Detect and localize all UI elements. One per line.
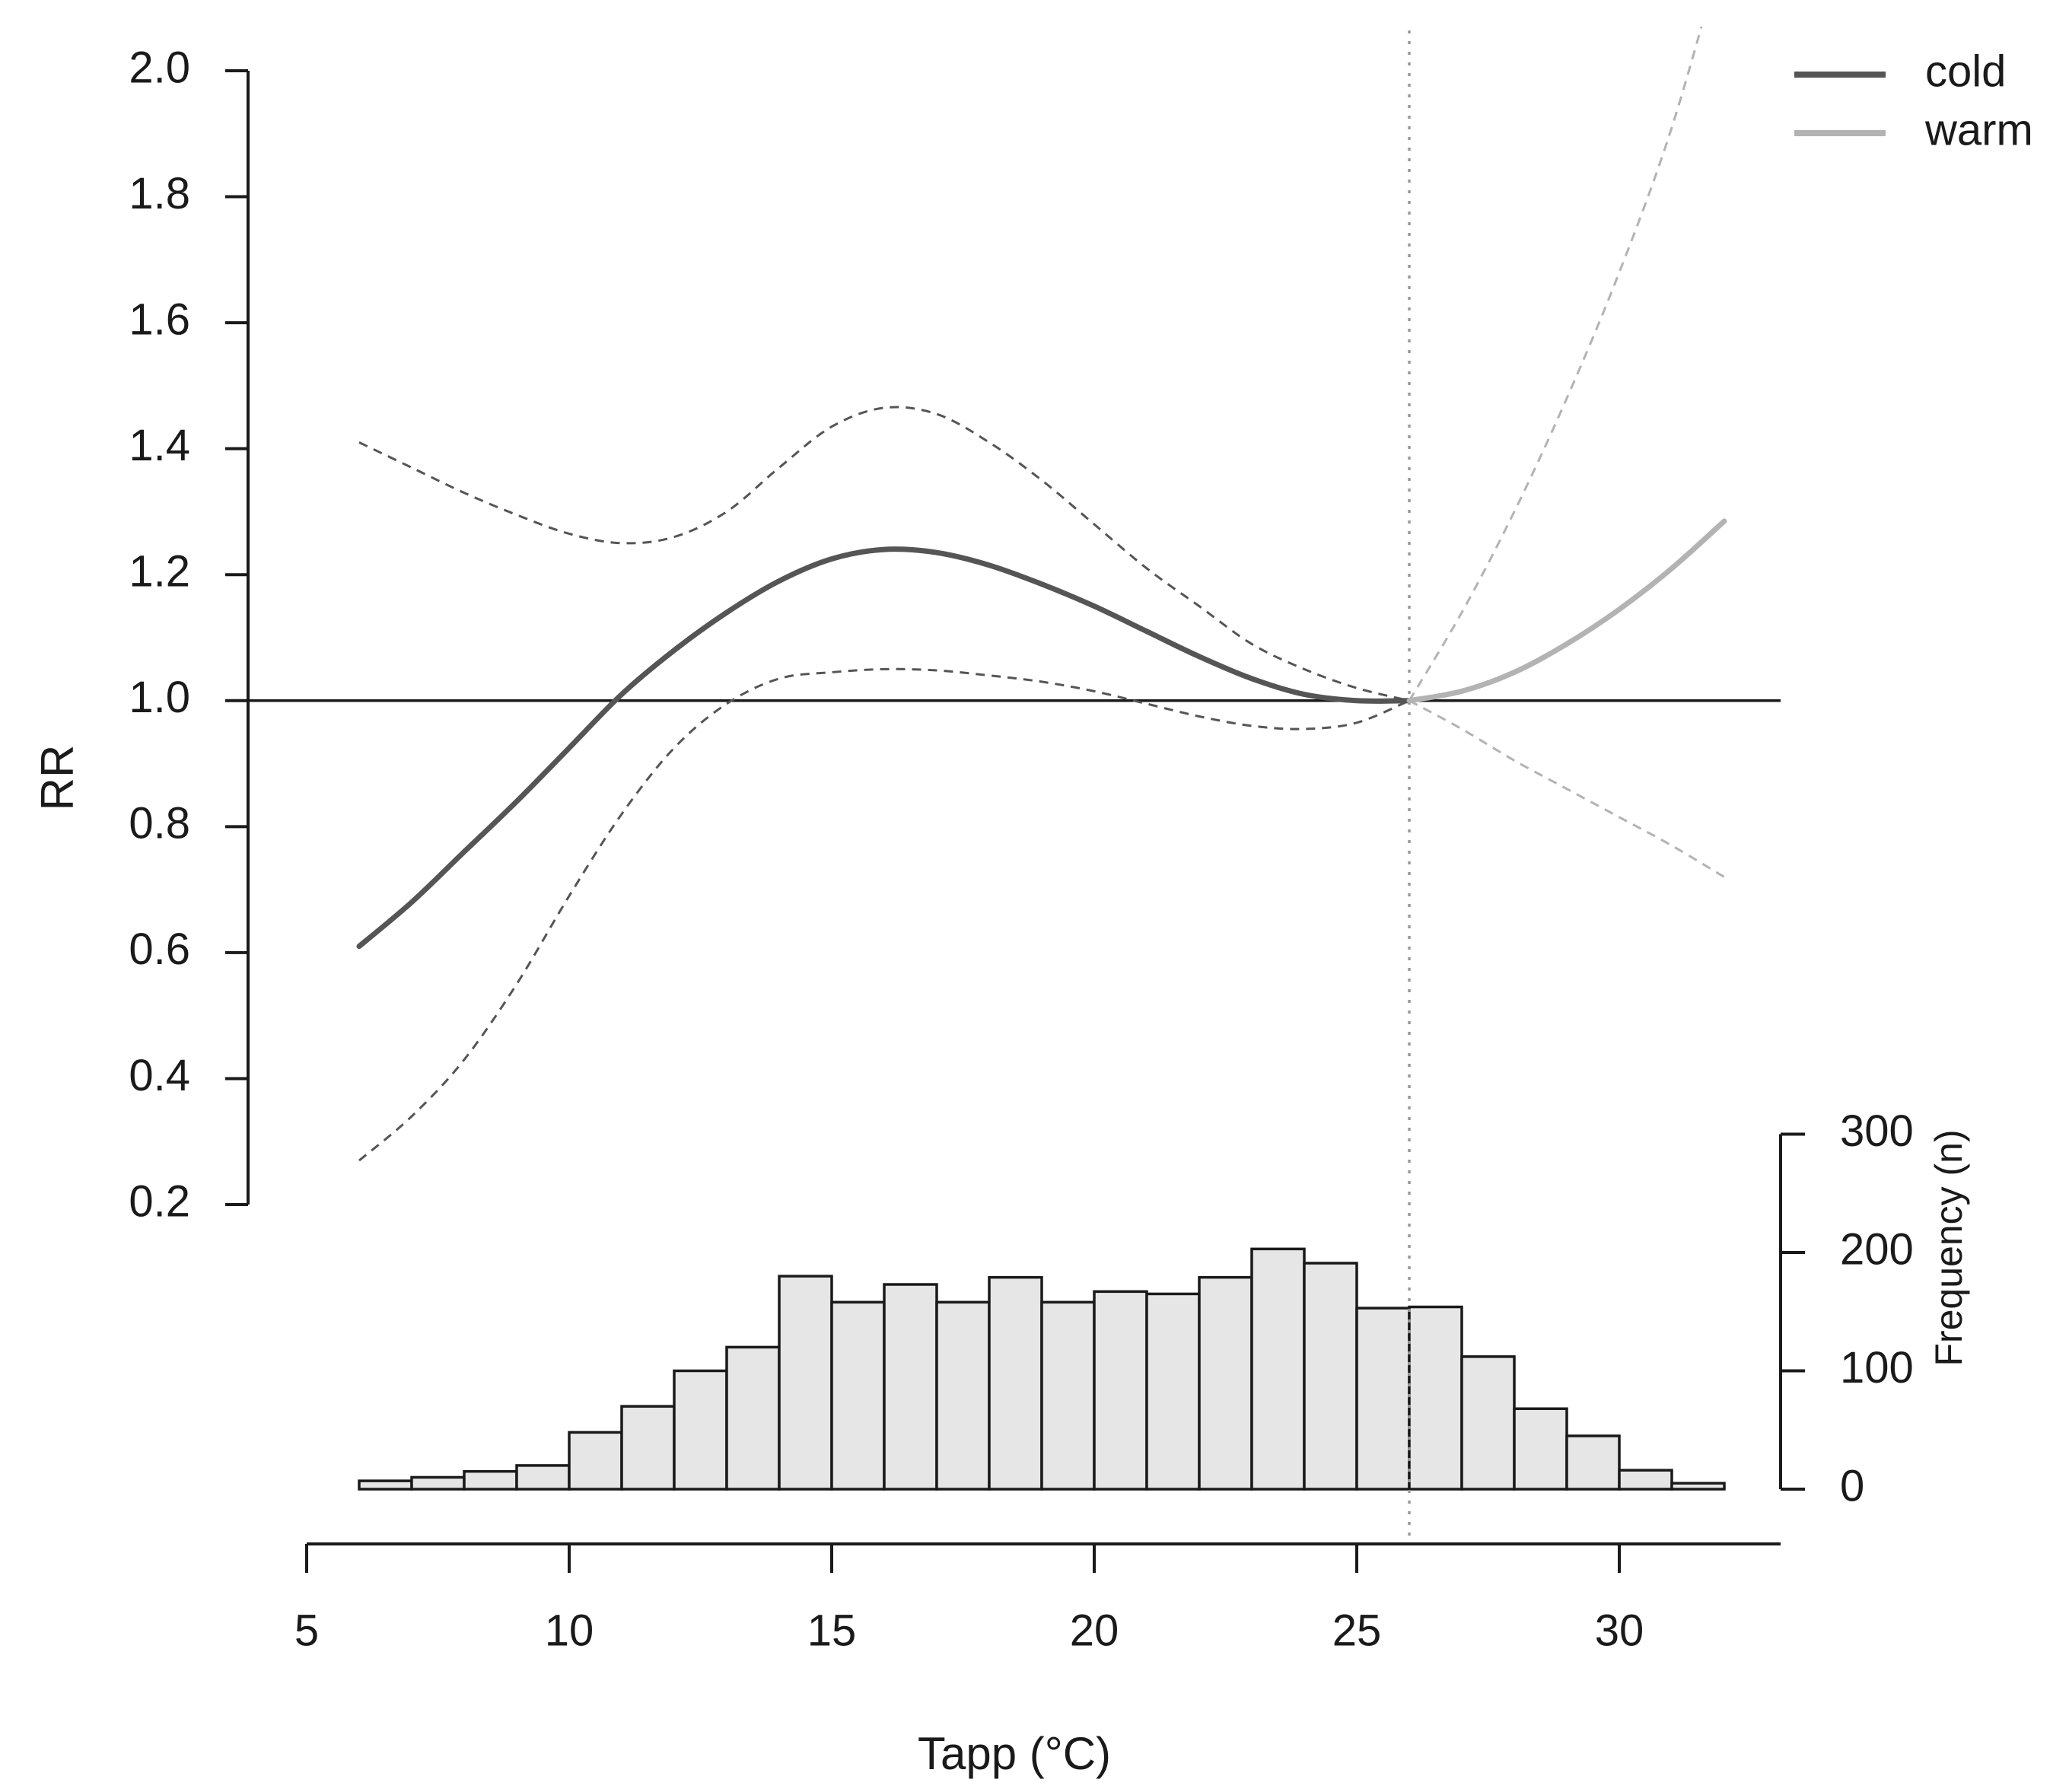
histogram-bar <box>778 1275 833 1491</box>
frequency-tick-label: 100 <box>1840 1343 1914 1393</box>
x-axis-ticks: 5 10 15 20 25 30 <box>294 1544 1644 1656</box>
histogram-bar <box>620 1405 676 1491</box>
histogram-bar <box>1093 1290 1148 1491</box>
histogram-bar <box>935 1300 991 1491</box>
x-tick-label: 10 <box>545 1606 594 1656</box>
histogram <box>358 1247 1726 1491</box>
legend-label-cold: cold <box>1925 46 2006 96</box>
frequency-tick-label: 0 <box>1840 1461 1864 1510</box>
frequency-axis: 0 100 200 300 Frequency (n) <box>1779 1106 1970 1510</box>
legend-label-warm: warm <box>1924 105 2033 154</box>
x-tick-label: 25 <box>1332 1606 1382 1656</box>
histogram-bar <box>725 1345 781 1491</box>
histogram-bar <box>988 1275 1043 1491</box>
x-tick-label: 20 <box>1070 1606 1119 1656</box>
histogram-bar <box>463 1469 518 1491</box>
histogram-bar <box>358 1479 413 1491</box>
ci-lower-cold <box>358 667 1410 1162</box>
legend-item-cold: cold <box>1794 46 2006 96</box>
rr-tick-label: 0.2 <box>129 1176 190 1226</box>
frequency-axis-ticks: 0 100 200 300 <box>1781 1106 1914 1510</box>
rr-tick-label: 1.8 <box>129 169 190 218</box>
rr-line-warm <box>1406 518 1727 704</box>
rr-tick-label: 0.8 <box>129 799 190 848</box>
histogram-bar <box>1250 1247 1306 1491</box>
x-axis-title: Tapp (°C) <box>918 1728 1111 1779</box>
frequency-axis-title: Frequency (n) <box>1927 1129 1970 1366</box>
frequency-tick-label: 200 <box>1840 1224 1914 1274</box>
histogram-bar <box>515 1464 571 1491</box>
histogram-bar <box>883 1283 938 1491</box>
rr-axis: 0.2 0.4 0.6 0.8 1.0 1.2 1.4 1.6 1.8 2.0 <box>129 43 250 1226</box>
rr-tick-label: 0.4 <box>129 1051 190 1100</box>
histogram-bar <box>673 1369 728 1491</box>
legend-item-warm: warm <box>1794 105 2033 154</box>
x-tick-label: 15 <box>807 1606 857 1656</box>
histogram-bar <box>1565 1434 1621 1491</box>
rr-tick-label: 2.0 <box>129 43 190 92</box>
histogram-bar <box>1040 1300 1096 1491</box>
frequency-tick-label: 300 <box>1840 1106 1914 1156</box>
legend: cold warm <box>1794 46 2033 154</box>
rr-tick-label: 1.4 <box>129 421 190 470</box>
histogram-bar <box>1513 1407 1568 1491</box>
histogram-bar <box>1145 1292 1201 1491</box>
ci-upper-warm <box>1408 27 1703 702</box>
rr-tick-label: 1.0 <box>129 673 190 722</box>
histogram-bar <box>1355 1307 1411 1491</box>
ci-lower-warm <box>1409 699 1725 878</box>
histogram-bar <box>830 1300 886 1491</box>
x-tick-label: 5 <box>294 1606 319 1656</box>
histogram-bar <box>1408 1305 1463 1491</box>
x-axis: 5 10 15 20 25 30 <box>294 1542 1781 1656</box>
ci-upper-cold <box>358 406 1410 702</box>
rr-tick-label: 1.6 <box>129 294 190 344</box>
histogram-bar <box>1303 1262 1358 1491</box>
histogram-bar <box>1618 1469 1673 1491</box>
y-axis-title: RR <box>32 745 83 811</box>
rr-line-cold <box>356 546 1412 950</box>
histogram-bar <box>1670 1482 1726 1491</box>
rr-tick-label: 0.6 <box>129 925 190 974</box>
x-tick-label: 30 <box>1595 1606 1644 1656</box>
histogram-bar <box>1460 1355 1516 1491</box>
histogram-bar <box>410 1475 466 1491</box>
histogram-bar <box>1198 1275 1253 1491</box>
rr-curves <box>356 27 1727 1162</box>
rr-tick-label: 1.2 <box>129 547 190 597</box>
histogram-bar <box>568 1431 623 1491</box>
rr-axis-ticks: 0.2 0.4 0.6 0.8 1.0 1.2 1.4 1.6 1.8 2.0 <box>129 43 248 1226</box>
